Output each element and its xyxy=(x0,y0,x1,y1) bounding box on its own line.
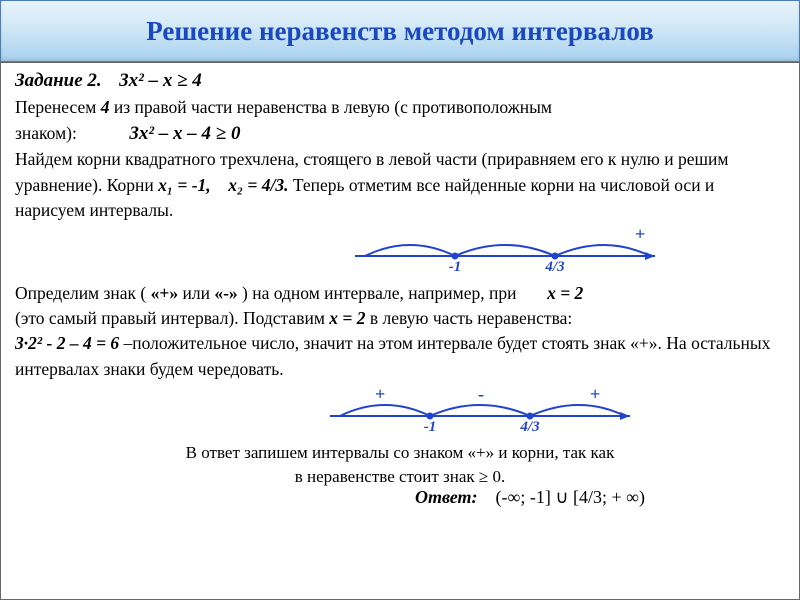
root-2: x₂ = 4/3. xyxy=(228,175,288,195)
task-label: Задание 2. xyxy=(15,70,102,91)
slide-body: Задание 2. 3x² – x ≥ 4 Перенесем 4 из пр… xyxy=(0,62,800,600)
numberline-2-svg: -1 4/3 + - + xyxy=(320,384,650,434)
step1-four: 4 xyxy=(101,97,110,117)
step3-minus: «-» xyxy=(214,283,237,303)
answer-note-1: В ответ запишем интервалы со знаком «+» … xyxy=(15,443,785,463)
step1-line2: знаком): 3x² – x – 4 ≥ 0 xyxy=(15,120,785,148)
step1-text-c: из правой части неравенства в левую (с п… xyxy=(114,97,552,117)
step3-line3: 3·2² - 2 – 4 = 6 –положительное число, з… xyxy=(15,331,785,382)
step1-text-d: знаком): xyxy=(15,123,77,143)
step3-calc: 3·2² - 2 – 4 = 6 xyxy=(15,333,119,353)
step2-line: Найдем корни квадратного трехчлена, стоя… xyxy=(15,147,785,223)
answer-value: (-∞; -1] ∪ [4/3; + ∞) xyxy=(496,487,645,507)
diagram-1: -1 4/3 + xyxy=(15,226,785,279)
step3-line2: (это самый правый интервал). Подставим x… xyxy=(15,306,785,331)
d1-label-1: -1 xyxy=(449,259,462,274)
d2-label-1: -1 xyxy=(424,419,437,434)
step3-line1: Определим знак ( «+» или «-» ) на одном … xyxy=(15,281,785,306)
diagram-2: -1 4/3 + - + xyxy=(15,384,785,439)
step3-text-a: Определим знак ( xyxy=(15,283,146,303)
answer-note-2: в неравенстве стоит знак ≥ 0. xyxy=(15,467,785,487)
d2-sign-2: + xyxy=(590,384,600,404)
step3-text-d: в левую часть неравенства: xyxy=(370,308,572,328)
d1-plus: + xyxy=(635,226,645,244)
formula-1: 3x² – x ≥ 4 xyxy=(119,70,202,91)
step1-line1: Перенесем 4 из правой части неравенства … xyxy=(15,95,785,120)
answer-label-text: Ответ: xyxy=(415,487,478,507)
step3-plus: «+» xyxy=(151,283,178,303)
step3-text-c: (это самый правый интервал). Подставим xyxy=(15,308,329,328)
slide-title: Решение неравенств методом интервалов xyxy=(146,16,654,47)
formula-2: 3x² – x – 4 ≥ 0 xyxy=(129,123,240,144)
root-1: x₁ = -1, xyxy=(158,175,211,195)
step3-x2b: x = 2 xyxy=(329,308,365,328)
step3-or: или xyxy=(183,283,215,303)
step3-text-e: –положительное число, значит на этом инт… xyxy=(15,333,770,378)
slide-header: Решение неравенств методом интервалов xyxy=(0,0,800,62)
d2-sign-0: + xyxy=(375,384,385,404)
answer-line: Ответ: (-∞; -1] ∪ [4/3; + ∞) xyxy=(15,487,785,508)
d1-label-2: 4/3 xyxy=(544,259,565,274)
step1-text-a: Перенесем xyxy=(15,97,101,117)
d2-label-2: 4/3 xyxy=(519,419,540,434)
d2-sign-1: - xyxy=(478,384,484,404)
step3-x2: x = 2 xyxy=(547,283,583,303)
step3-text-b: ) на одном интервале, например, при xyxy=(242,283,516,303)
numberline-1-svg: -1 4/3 + xyxy=(345,226,675,274)
task-line: Задание 2. 3x² – x ≥ 4 xyxy=(15,67,785,95)
